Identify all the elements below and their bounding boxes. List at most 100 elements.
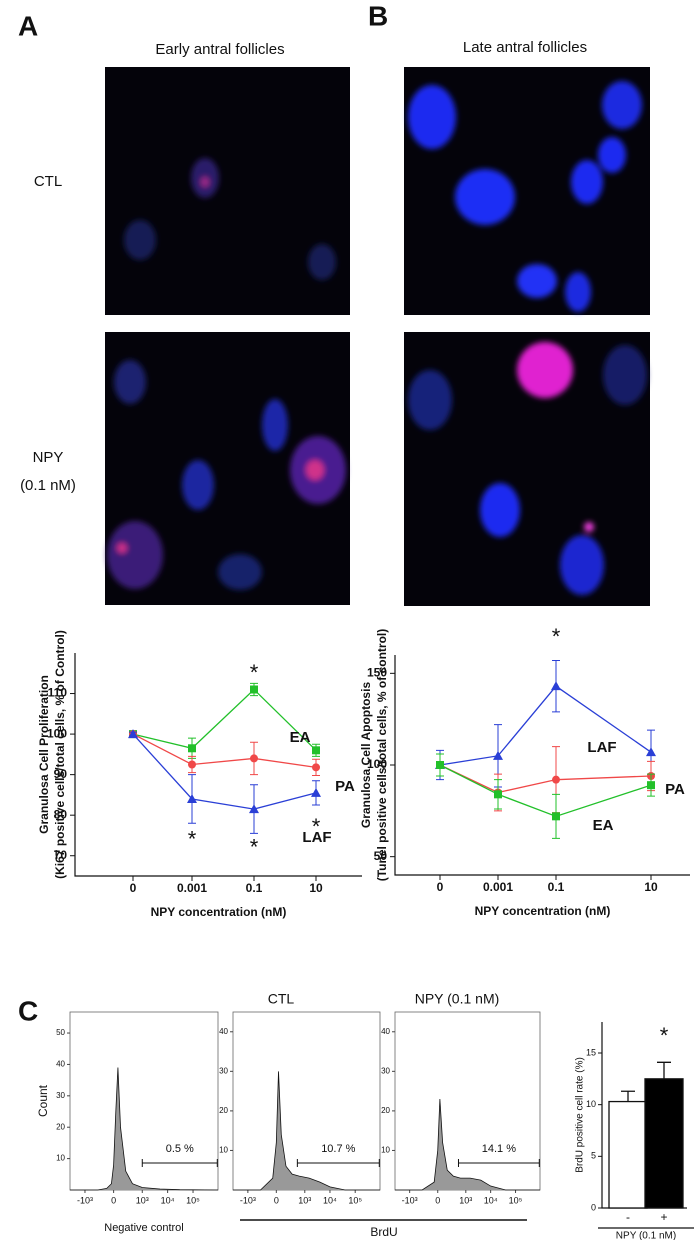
annotation: * (250, 834, 259, 859)
flow-title: NPY (0.1 nM) (415, 991, 500, 1007)
marker (250, 685, 258, 694)
line (439, 764, 652, 818)
marker (646, 747, 656, 757)
y-tick-label: 15 (586, 1047, 596, 1057)
x-tick-label: 10⁵ (348, 1195, 362, 1205)
marker (188, 744, 196, 753)
x-tick-label: 10³ (459, 1195, 472, 1205)
y-tick-label: 40 (381, 1027, 390, 1036)
annotation: * (312, 814, 321, 839)
line (132, 733, 317, 768)
error-bar (621, 1090, 635, 1102)
y-tick-label: 110 (48, 686, 68, 700)
marker (493, 750, 503, 760)
annotation: * (250, 660, 259, 685)
panel-label: C (18, 995, 38, 1026)
annotation: * (552, 624, 561, 649)
y-tick-label: 10 (56, 1154, 65, 1163)
row-label: CTL (34, 173, 62, 190)
line (132, 733, 317, 810)
y-axis-label: (Tunel positive cells/total cells, % of … (375, 629, 389, 882)
x-tick-label: -10³ (402, 1195, 418, 1205)
line (439, 764, 652, 794)
marker (187, 793, 197, 803)
x-tick-label: 10⁴ (161, 1195, 175, 1205)
x-axis-label: NPY concentration (nM) (475, 904, 611, 918)
micrograph (404, 67, 650, 315)
series-label: EA (290, 729, 311, 746)
density-curve (70, 1067, 219, 1191)
error-bar (657, 1061, 671, 1079)
annotation: * (660, 1023, 669, 1048)
density-curve (233, 1071, 380, 1191)
x-tick-label: 0 (274, 1195, 279, 1205)
x-tick-label: 0.1 (246, 881, 263, 895)
x-tick-label: 10³ (298, 1195, 311, 1205)
x-tick-label: 10⁵ (186, 1195, 200, 1205)
y-tick-label: 10 (586, 1099, 596, 1109)
x-tick-label: 0.001 (177, 881, 207, 895)
gate (296, 1159, 380, 1167)
x-tick-label: 0.1 (548, 880, 565, 894)
y-tick-label: 50 (374, 849, 388, 863)
bar (608, 1100, 648, 1209)
marker (249, 804, 259, 814)
gate-label: 14.1 % (482, 1143, 516, 1155)
x-tick-label: 0 (111, 1195, 116, 1205)
y-axis-label: Granulosa Cell Apoptosis (359, 682, 373, 829)
y-tick-label: 100 (47, 726, 67, 740)
x-axis-label: Negative control (104, 1222, 184, 1234)
x-axis-label: NPY concentration (nM) (151, 905, 287, 919)
x-tick-label: 0.001 (483, 880, 513, 894)
y-tick-label: 20 (56, 1122, 65, 1131)
marker (188, 760, 196, 769)
series-label: LAF (587, 739, 616, 756)
y-tick-label: 10 (219, 1146, 228, 1155)
x-tick-label: 10 (309, 881, 323, 895)
image-title: Early antral follicles (155, 41, 284, 58)
x-tick-label: -10³ (77, 1195, 93, 1205)
x-tick-label: 0 (130, 881, 137, 895)
y-tick-label: 5 (591, 1151, 596, 1161)
flow-title: CTL (268, 991, 295, 1007)
y-axis-label: Count (36, 1084, 50, 1117)
x-tick-label: - (626, 1210, 630, 1224)
gate-label: 0.5 % (166, 1143, 194, 1155)
panel-label: A (18, 10, 38, 41)
micrograph (404, 332, 650, 606)
row-label: NPY (33, 449, 64, 466)
gate (141, 1159, 218, 1167)
x-tick-label: 10⁵ (509, 1195, 523, 1205)
axis (74, 653, 362, 877)
y-tick-label: 80 (54, 807, 68, 821)
marker (128, 729, 138, 739)
x-tick-label: 0 (435, 1195, 440, 1205)
x-tick-label: 10⁴ (484, 1195, 498, 1205)
series-label: PA (335, 778, 355, 795)
series-label: EA (593, 817, 614, 834)
y-axis-label: BrdU positive cell rate (%) (575, 1057, 586, 1173)
y-tick-label: 30 (56, 1091, 65, 1100)
marker (647, 781, 655, 790)
x-tick-label: 0 (437, 880, 444, 894)
x-axis-label: NPY (0.1 nM) (616, 1231, 676, 1240)
annotation: * (188, 826, 197, 851)
y-axis-label: Granulosa Cell Proliferation (37, 675, 51, 834)
line (132, 688, 317, 751)
image-title: Late antral follicles (463, 39, 587, 56)
x-tick-label: 10 (644, 880, 658, 894)
series-label: LAF (302, 829, 331, 846)
x-tick-label: 10³ (136, 1195, 149, 1205)
marker (551, 681, 561, 691)
y-tick-label: 40 (56, 1060, 65, 1069)
y-tick-label: 90 (54, 767, 68, 781)
marker (312, 746, 320, 755)
y-tick-label: 70 (54, 848, 68, 862)
marker (494, 790, 502, 799)
y-tick-label: 40 (219, 1027, 228, 1036)
y-tick-label: 150 (367, 666, 387, 680)
y-tick-label: 20 (381, 1106, 390, 1115)
x-tick-label: -10³ (240, 1195, 256, 1205)
line (439, 685, 652, 766)
